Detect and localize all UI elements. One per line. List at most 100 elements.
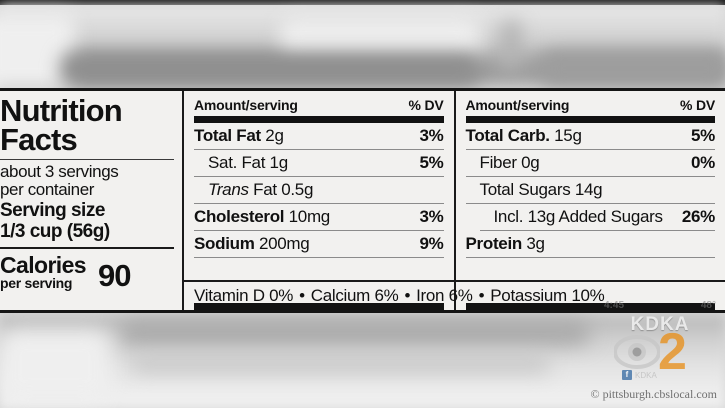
nutrition-facts-label: Nutrition Facts about 3 servings per con… [0,88,725,313]
temperature-reading: 48° [700,300,716,311]
nutrient-amount: 14g [570,180,603,199]
servings-line1: about 3 servings [0,162,119,182]
label-middle-column: Amount/serving % DV Total Fat 2g 3% Sat. F… [184,91,456,310]
station-callsign: KDKA [630,314,690,335]
divider [0,246,174,249]
nutrient-daily-value: 0% [691,153,715,172]
thick-rule [194,116,444,123]
background-blob [280,18,480,58]
serving-size-value: 1/3 cup (56g) [0,220,110,242]
nutrient-name: Total Sugars [479,180,571,199]
background-blob [130,356,550,372]
facebook-icon: f [622,370,632,380]
nutrient-name-amount: Total Carb. 15g [466,126,582,146]
nutrient-row: Total Sugars 14g [465,177,715,204]
divider [0,159,174,161]
column-header-amount-label: Amount/serving [194,97,298,113]
nutrient-name: Cholesterol [194,207,285,226]
nutrient-amount: 10mg [284,207,331,226]
nutrient-amount: 0g [516,153,540,172]
nutrient-row: Sat. Fat 1g 5% [194,150,444,177]
column-header-amount-label: Amount/serving [465,97,570,113]
nutrient-name: Total Carb. [465,126,551,145]
nutrient-row: Fiber 0g 0% [465,150,715,177]
nutrient-daily-value: 3% [419,126,444,145]
channel-number: 2 [658,323,687,381]
nutrient-row: Trans Fat 0.5g [194,177,444,204]
weather-strip: 4:45 48° [604,300,716,311]
nutrient-amount: 200mg [254,234,310,253]
label-title: Nutrition Facts [0,93,174,157]
nutrient-name-amount: Cholesterol 10mg [194,207,330,227]
clock-time: 4:45 [604,300,625,311]
nutrient-list-middle: Total Fat 2g 3% Sat. Fat 1g 5% Trans Fat 0.5… [194,123,444,258]
nutrient-list-right: Total Carb. 15g 5% Fiber 0g 0% Total Sugars … [465,123,716,258]
micronutrient-item: Iron 6% [416,286,473,305]
serving-size: Serving size 1/3 cup (56g) [0,199,174,243]
nutrient-row: Incl. 13g Added Sugars 26% [466,204,716,230]
calories-value: 90 [97,257,131,293]
label-left-panel: Nutrition Facts about 3 servings per con… [0,91,184,310]
micronutrient-separator: • [404,286,411,305]
column-header-right: Amount/serving % DV [466,97,716,116]
nutrient-row: Cholesterol 10mg 3% [194,204,444,231]
serving-size-label: Serving size [0,199,105,221]
nutrient-row: Total Carb. 15g 5% [465,123,715,150]
nutrient-daily-value: 9% [419,234,444,253]
nutrient-name-amount: Trans Fat 0.5g [208,180,313,200]
nutrient-amount: Fat 0.5g [248,180,314,199]
background-blob [540,50,725,86]
letterbox-bar-top [0,0,725,5]
calories-label: Calories [0,251,87,278]
micronutrient-item: Potassium 10% [490,286,605,305]
label-right-column: Amount/serving % DV Total Carb. 15g 5% Fib… [456,91,725,310]
divider [466,230,715,231]
thick-rule [465,303,715,310]
nutrient-name: Incl. 13g Added Sugars [493,207,664,226]
cbs-eye-icon [614,335,660,369]
nutrient-name: Sodium [194,234,255,253]
nutrient-row: Protein 3g [465,231,715,258]
copyright-watermark: © pittsburgh.cbslocal.com [590,387,717,401]
nutrient-name-amount: Fiber 0g [480,153,540,173]
nutrient-amount: 1g [265,153,289,172]
label-title-line1: Nutrition [0,93,123,128]
nutrient-row: Sodium 200mg 9% [194,231,444,258]
nutrient-amount: 3g [521,234,545,253]
thick-rule [194,303,444,310]
nutrient-row: Total Fat 2g 3% [194,123,444,150]
micronutrient-separator: • [478,286,485,305]
micronutrient-separator: • [299,286,305,305]
nutrient-name-amount: Total Fat 2g [194,126,284,146]
micronutrient-item: Calcium 6% [310,286,399,305]
station-logo-bug: 4:45 48° KDKA 2 f KDKA [600,300,718,382]
nutrient-name: Protein [465,234,523,253]
micronutrient-item: Vitamin D 0% [194,286,294,305]
nutrient-name-amount: Incl. 13g Added Sugars [493,207,664,227]
column-header-dv-label: % DV [680,97,715,113]
nutrient-amount: 15g [549,126,582,145]
nutrient-name: Total Fat [194,126,261,145]
nutrient-name-amount: Sodium 200mg [194,234,310,254]
background-blob [60,52,480,86]
calories-sublabel: per serving [0,274,73,291]
background-blob [120,322,590,344]
nutrient-daily-value: 5% [691,126,715,145]
servings-line2: per container [0,180,95,200]
nutrient-daily-value: 5% [419,153,444,172]
nutrient-name-amount: Total Sugars 14g [480,180,603,200]
nutrient-name: Fiber [479,153,518,172]
calories-row: Calories per serving 90 [0,251,174,293]
nutrient-daily-value: 26% [681,207,715,226]
nutrient-name-amount: Protein 3g [466,234,545,254]
nutrient-name: Trans [208,180,249,199]
background-blob [0,330,110,400]
thick-rule [465,116,715,123]
servings-per-container: about 3 servings per container [0,162,174,200]
nutrient-amount: 2g [260,126,284,145]
label-title-line2: Facts [0,121,78,157]
nutrient-daily-value: 3% [419,207,444,226]
column-header-middle: Amount/serving % DV [194,97,444,116]
social-handle-strip: f KDKA [622,370,657,380]
